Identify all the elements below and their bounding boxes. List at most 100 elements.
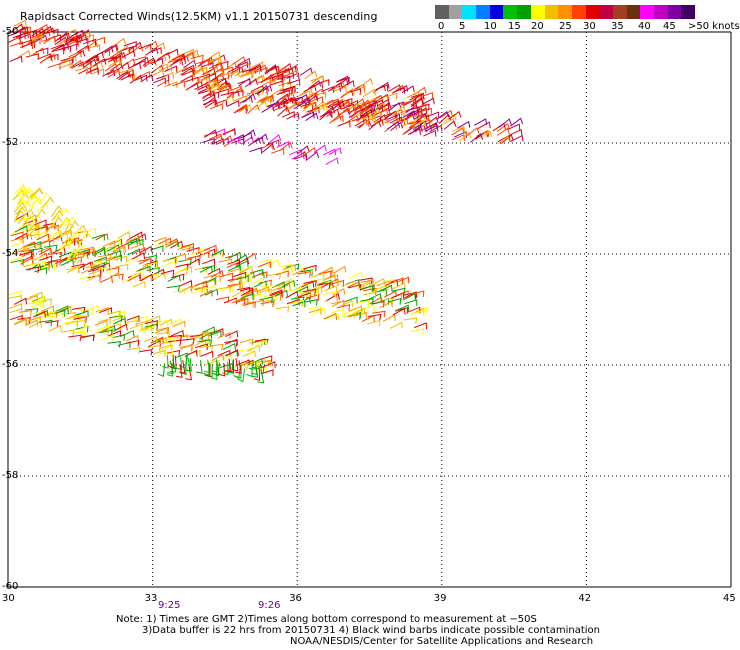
wind-barb [101, 56, 115, 63]
wind-barb [89, 60, 104, 69]
wind-barb [123, 275, 137, 283]
legend-swatch [681, 5, 696, 19]
wind-barb [225, 349, 239, 357]
wind-barb [203, 244, 217, 252]
wind-barb [228, 251, 242, 259]
wind-barb [138, 43, 152, 51]
wind-barb [186, 258, 200, 266]
x-tick-label: 30 [2, 593, 15, 604]
wind-speed-color-legend [435, 5, 696, 19]
wind-barb [388, 101, 402, 112]
wind-barb [402, 125, 416, 135]
wind-barb [88, 260, 102, 268]
wind-barb [68, 314, 82, 322]
wind-barb [42, 196, 55, 209]
wind-barb [312, 307, 326, 315]
wind-barb [235, 360, 242, 374]
wind-barb [139, 245, 153, 254]
legend-swatch [571, 5, 586, 19]
wind-barb [97, 317, 111, 325]
wind-barb [134, 320, 149, 328]
wind-barb [210, 250, 224, 259]
wind-barb [251, 277, 265, 285]
wind-barb [276, 141, 290, 148]
wind-barb [198, 58, 212, 67]
wind-barb [231, 134, 245, 141]
wind-barb [341, 80, 355, 88]
wind-barb [251, 364, 259, 378]
wind-barb [425, 124, 439, 132]
wind-barb [276, 93, 290, 103]
legend-swatch [517, 5, 531, 19]
wind-barb [106, 266, 120, 274]
wind-barb [347, 313, 361, 320]
wind-barb [414, 113, 428, 123]
wind-barb [261, 284, 276, 292]
wind-barb [443, 120, 457, 130]
wind-barb [187, 255, 201, 262]
wind-barb [167, 360, 174, 374]
wind-barb [69, 227, 83, 239]
wind-barb [318, 279, 332, 287]
wind-barb [7, 36, 21, 44]
wind-barb [248, 63, 262, 72]
wind-barb [9, 315, 23, 322]
wind-barb [204, 129, 218, 138]
wind-barb [35, 202, 49, 213]
wind-barb [290, 300, 305, 307]
wind-barb [208, 56, 222, 64]
wind-barb [234, 103, 248, 113]
legend-swatch [544, 5, 559, 19]
wind-barb [65, 237, 80, 245]
wind-barb [310, 75, 324, 83]
wind-barb [52, 246, 66, 254]
wind-barb [127, 238, 141, 247]
wind-barb [239, 266, 253, 274]
wind-barb [321, 99, 335, 107]
wind-barb [310, 96, 324, 104]
wind-barb [185, 358, 192, 372]
wind-barb [384, 92, 398, 100]
wind-barb [85, 54, 99, 63]
wind-barb [335, 75, 350, 83]
wind-barb [333, 85, 347, 93]
wind-barb [132, 281, 146, 288]
wind-barb [79, 274, 93, 282]
legend-swatch [640, 5, 654, 19]
wind-barb [237, 62, 251, 70]
wind-barb [328, 114, 342, 124]
wind-barb [332, 81, 346, 91]
wind-barb [127, 347, 141, 354]
wind-barb [222, 361, 229, 376]
wind-barb [109, 50, 123, 59]
wind-barb [496, 127, 510, 136]
wind-barb [250, 137, 264, 145]
wind-barb [180, 67, 194, 76]
wind-barb [129, 74, 143, 84]
wind-barb [34, 225, 48, 233]
wind-barb [268, 134, 282, 144]
wind-barb [155, 63, 169, 71]
wind-barb [72, 49, 86, 59]
wind-barb [154, 327, 168, 335]
wind-barb [131, 242, 145, 250]
note-line-1: Note: 1) Times are GMT 2)Times along bot… [116, 614, 537, 625]
legend-swatch [530, 5, 545, 19]
wind-barb [179, 345, 193, 352]
wind-barb [12, 190, 26, 201]
wind-barb [202, 258, 216, 266]
wind-barb [266, 139, 280, 147]
wind-barb [231, 357, 239, 372]
wind-barb [258, 261, 272, 269]
wind-barb [80, 34, 95, 42]
wind-barb [210, 270, 224, 279]
wind-barb [175, 356, 183, 371]
wind-barb [239, 132, 253, 140]
wind-barb [235, 297, 249, 305]
wind-barb [45, 28, 59, 36]
wind-barb [379, 284, 393, 292]
wind-barb [65, 320, 79, 327]
wind-barb [183, 59, 197, 69]
wind-barb [302, 288, 317, 296]
wind-barb [197, 247, 211, 255]
